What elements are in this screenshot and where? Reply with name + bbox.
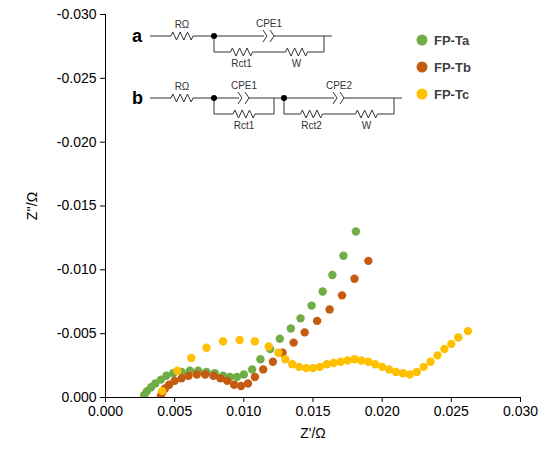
svg-text:0.020: 0.020 bbox=[365, 403, 400, 419]
svg-text:a: a bbox=[132, 26, 143, 46]
svg-text:RΩ: RΩ bbox=[175, 19, 190, 30]
svg-text:0.030: 0.030 bbox=[503, 403, 538, 419]
svg-text:CPE1: CPE1 bbox=[256, 18, 283, 29]
svg-text:-0.030: -0.030 bbox=[57, 6, 97, 22]
svg-text:0.005: 0.005 bbox=[157, 403, 192, 419]
svg-text:Rct1: Rct1 bbox=[234, 120, 255, 131]
svg-text:Z'/Ω: Z'/Ω bbox=[300, 425, 326, 441]
svg-text:-0.020: -0.020 bbox=[57, 134, 97, 150]
svg-text:FP-Ta: FP-Ta bbox=[434, 33, 470, 48]
svg-text:Rct1: Rct1 bbox=[231, 58, 252, 69]
svg-text:0.025: 0.025 bbox=[434, 403, 469, 419]
svg-text:-0.025: -0.025 bbox=[57, 70, 97, 86]
svg-text:b: b bbox=[132, 88, 143, 108]
svg-text:CPE1: CPE1 bbox=[231, 80, 258, 91]
svg-text:-0.005: -0.005 bbox=[57, 325, 97, 341]
svg-text:0.000: 0.000 bbox=[61, 389, 96, 405]
svg-text:W: W bbox=[292, 58, 302, 69]
svg-text:-0.015: -0.015 bbox=[57, 197, 97, 213]
svg-text:0.000: 0.000 bbox=[88, 403, 123, 419]
svg-text:W: W bbox=[362, 120, 372, 131]
svg-text:Rct2: Rct2 bbox=[301, 120, 322, 131]
svg-text:FP-Tb: FP-Tb bbox=[434, 60, 471, 75]
svg-text:Z''/Ω: Z''/Ω bbox=[24, 192, 40, 220]
svg-text:FP-Tc: FP-Tc bbox=[434, 87, 469, 102]
svg-text:RΩ: RΩ bbox=[175, 81, 190, 92]
svg-text:CPE2: CPE2 bbox=[326, 80, 353, 91]
svg-text:-0.010: -0.010 bbox=[57, 261, 97, 277]
svg-text:0.015: 0.015 bbox=[295, 403, 330, 419]
svg-text:0.010: 0.010 bbox=[226, 403, 261, 419]
